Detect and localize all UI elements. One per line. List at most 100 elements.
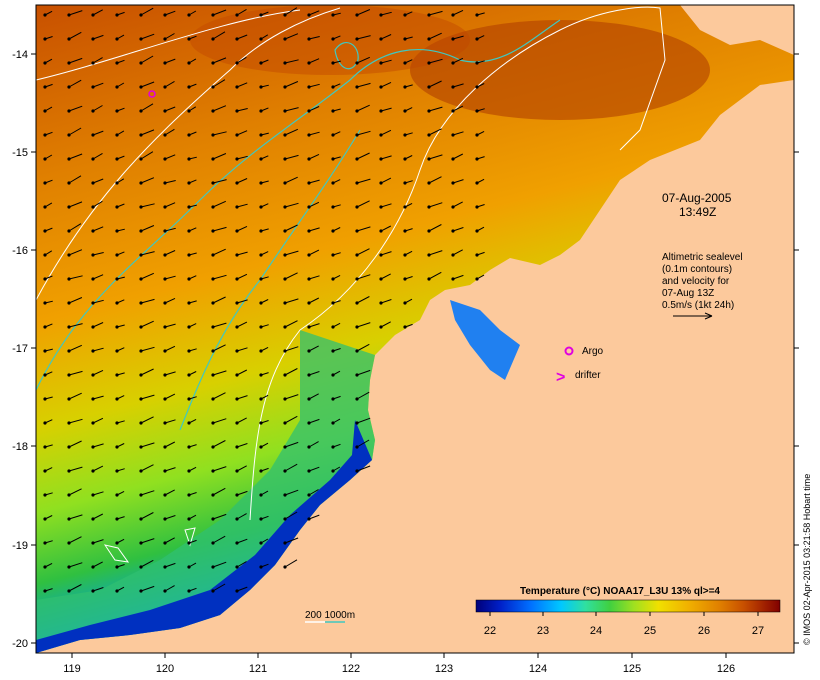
velocity-arrow-tail (187, 349, 191, 353)
velocity-arrow (236, 155, 248, 160)
velocity-arrow-tail (67, 85, 71, 89)
velocity-arrow-tail (379, 157, 383, 161)
velocity-arrow-tail (355, 133, 359, 137)
velocity-arrow (92, 34, 104, 40)
velocity-arrow-tail (67, 181, 71, 185)
velocity-arrow-tail (91, 181, 95, 185)
velocity-arrow-tail (235, 253, 239, 257)
colorbar: Temperature (°C) NOAA17_L3U 13% ql>=4 22… (475, 586, 781, 637)
velocity-arrow-tail (235, 541, 239, 545)
velocity-arrow-tail (187, 469, 191, 473)
velocity-arrow-tail (307, 301, 311, 305)
velocity-arrow (308, 275, 320, 280)
velocity-arrow-tail (91, 325, 95, 329)
velocity-arrow (308, 106, 320, 112)
velocity-arrow-tail (235, 205, 239, 209)
velocity-arrow-tail (139, 493, 143, 497)
velocity-arrow-tail (355, 301, 359, 305)
velocity-arrow (452, 35, 464, 40)
velocity-arrow-tail (331, 133, 335, 137)
velocity-arrow-tail (475, 253, 479, 257)
velocity-arrow (356, 35, 371, 40)
velocity-arrow (140, 151, 154, 160)
velocity-arrow (212, 487, 226, 496)
drifter-legend: > drifter (556, 369, 601, 386)
velocity-arrow-tail (187, 517, 191, 521)
x-tick-label: 124 (529, 663, 547, 675)
velocity-arrow-tail (427, 61, 431, 65)
velocity-arrow (452, 201, 463, 208)
velocity-arrow (308, 297, 320, 304)
velocity-arrow-tail (379, 61, 383, 65)
velocity-arrow-tail (43, 61, 47, 65)
velocity-arrow-tail (91, 157, 95, 161)
velocity-arrow-tail (427, 277, 431, 281)
velocity-arrow-tail (43, 109, 47, 113)
velocity-arrow-tail (355, 181, 359, 185)
velocity-arrow (68, 275, 83, 280)
colorbar-tick-label: 24 (590, 625, 602, 637)
velocity-arrow-tail (283, 421, 287, 425)
velocity-arrow (212, 344, 226, 352)
velocity-arrow-tail (115, 157, 119, 161)
velocity-arrow-tail (139, 373, 143, 377)
velocity-arrow-tail (211, 325, 215, 329)
velocity-arrow (236, 586, 248, 592)
velocity-arrow-tail (91, 469, 95, 473)
velocity-arrow-tail (355, 37, 359, 41)
velocity-arrow (308, 83, 320, 88)
velocity-arrow (212, 561, 227, 568)
velocity-arrow (68, 344, 83, 352)
velocity-arrow-tail (43, 133, 47, 137)
velocity-arrow (356, 296, 370, 304)
velocity-arrow-tail (283, 85, 287, 89)
velocity-arrow (380, 129, 392, 136)
velocity-arrow-tail (67, 373, 71, 377)
velocity-arrow-tail (259, 517, 263, 521)
velocity-arrow-tail (67, 109, 71, 113)
velocity-arrow (284, 202, 299, 208)
velocity-arrow-tail (355, 109, 359, 113)
velocity-arrow (140, 203, 155, 208)
velocity-arrow-tail (379, 205, 383, 209)
velocity-arrow-tail (67, 133, 71, 137)
velocity-arrow-tail (211, 301, 215, 305)
velocity-arrow (164, 419, 176, 424)
altimetry-note-line: 07-Aug 13Z (662, 288, 714, 299)
velocity-arrow-tail (259, 373, 263, 377)
velocity-arrow (356, 178, 371, 184)
velocity-arrow-tail (91, 301, 95, 305)
velocity-arrow (164, 562, 176, 568)
velocity-arrow-tail (475, 109, 479, 113)
velocity-arrow (284, 7, 298, 16)
velocity-arrow-tail (91, 349, 95, 353)
velocity-arrow-tail (139, 541, 143, 545)
velocity-arrow (68, 440, 82, 448)
velocity-arrow-tail (307, 205, 311, 209)
velocity-arrow-tail (379, 229, 383, 233)
velocity-arrow (380, 177, 392, 184)
velocity-arrow-tail (211, 397, 215, 401)
velocity-arrow (164, 106, 176, 112)
velocity-arrow-tail (259, 469, 263, 473)
velocity-arrow (164, 80, 175, 88)
velocity-arrow (164, 537, 175, 544)
velocity-arrow-tail (163, 349, 167, 353)
warm-patch (410, 20, 710, 120)
velocity-arrow-tail (163, 277, 167, 281)
velocity-arrow (380, 59, 392, 64)
velocity-arrow (236, 538, 248, 544)
velocity-arrow (164, 489, 175, 496)
velocity-arrow-tail (43, 445, 47, 449)
velocity-arrow (236, 108, 248, 112)
velocity-arrow (68, 297, 83, 304)
velocity-arrow (356, 130, 371, 136)
velocity-arrow-tail (115, 397, 119, 401)
velocity-arrow-tail (451, 61, 455, 65)
velocity-arrow-tail (331, 13, 335, 17)
velocity-arrow-tail (355, 397, 359, 401)
velocity-arrow (308, 466, 320, 472)
velocity-arrow-tail (115, 565, 119, 569)
velocity-arrow (428, 250, 443, 256)
y-tick-label: -16 (12, 245, 28, 257)
